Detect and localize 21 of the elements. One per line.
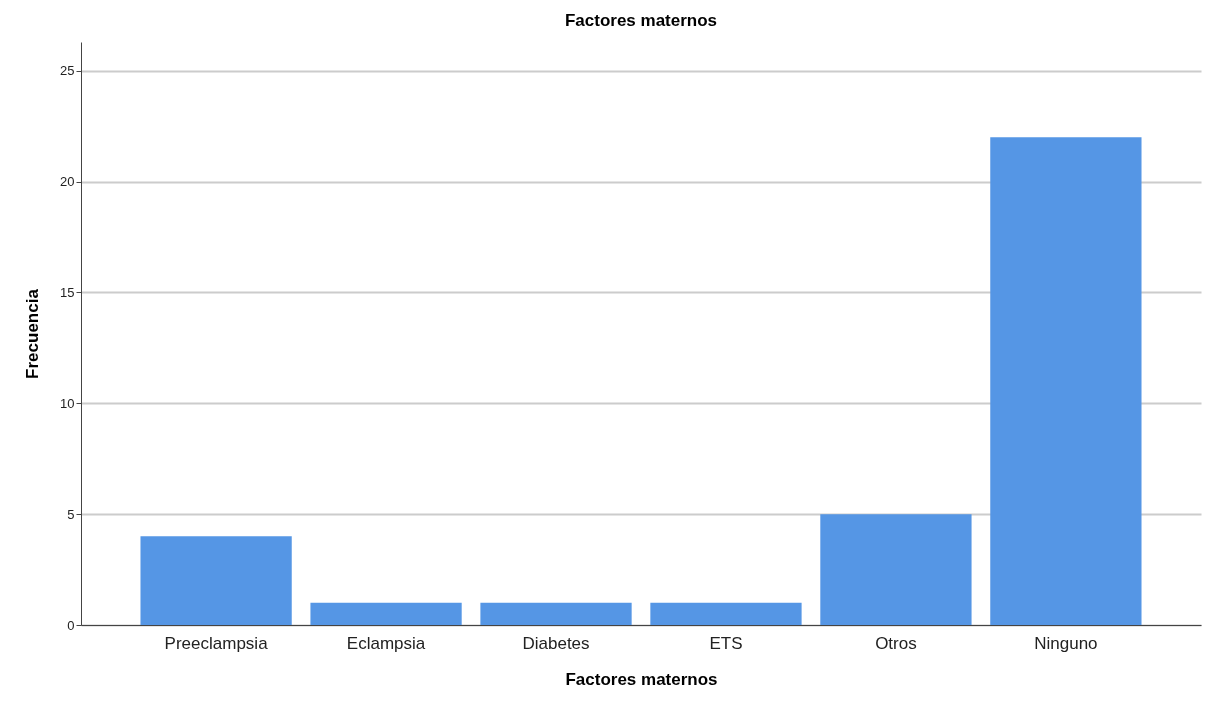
y-tick-label: 5 [67,506,75,522]
chart-title: Factores maternos [564,11,718,30]
y-axis-title: Frecuencia [23,288,43,379]
bar [480,602,632,625]
x-tick-label: Preeclampsia [164,633,269,653]
x-tick-label: Otros [875,633,917,653]
x-tick-label: Eclampsia [346,633,426,653]
bar [310,602,462,625]
y-tick-label: 20 [60,174,75,190]
x-tick-label: ETS [709,633,743,653]
y-tick-label: 10 [60,395,75,411]
bar [140,536,292,625]
x-axis-title: Factores maternos [565,669,718,689]
x-tick-label: Diabetes [522,633,590,653]
y-tick-label: 0 [67,617,75,633]
bar [650,602,802,625]
y-tick-label: 25 [60,63,75,79]
x-tick-label: Ninguno [1034,633,1098,653]
y-tick-label: 15 [60,284,75,300]
bar [990,137,1142,625]
bar [820,514,972,625]
